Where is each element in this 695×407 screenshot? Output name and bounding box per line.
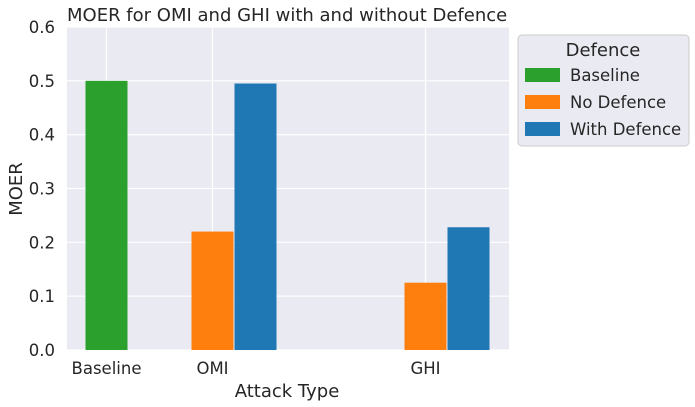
x-tick-label: GHI <box>410 359 440 378</box>
x-tick-label: OMI <box>196 359 228 378</box>
x-tick-label: Baseline <box>72 359 142 378</box>
y-tick-label: 0.4 <box>29 126 55 145</box>
x-axis-ticks: Baseline OMI GHI <box>72 359 441 378</box>
legend-item-label: No Defence <box>570 93 666 112</box>
legend-swatch <box>525 95 560 109</box>
y-axis-ticks: 0.0 0.1 0.2 0.3 0.4 0.5 0.6 <box>29 18 55 360</box>
legend-item-label: Baseline <box>570 66 640 85</box>
x-axis-label: Attack Type <box>235 381 340 402</box>
legend: Defence Baseline No Defence With Defence <box>517 34 690 147</box>
bar-with-defence-omi <box>234 83 277 351</box>
bar-no-defence-omi <box>191 231 234 350</box>
bar-baseline-baseline <box>85 80 128 350</box>
y-tick-label: 0.5 <box>29 72 55 91</box>
legend-items: Baseline No Defence With Defence <box>525 66 681 139</box>
chart-title: MOER for OMI and GHI with and without De… <box>67 5 507 26</box>
y-tick-label: 0.6 <box>29 18 55 37</box>
legend-box <box>517 34 690 147</box>
y-tick-label: 0.2 <box>29 233 55 252</box>
y-axis-label: MOER <box>6 162 27 216</box>
bar-with-defence-ghi <box>447 227 490 350</box>
legend-title: Defence <box>566 40 641 61</box>
y-tick-label: 0.0 <box>29 341 55 360</box>
bars <box>85 80 490 351</box>
legend-swatch <box>525 68 560 82</box>
legend-item-label: With Defence <box>570 120 681 139</box>
y-tick-label: 0.1 <box>29 287 55 306</box>
bar-no-defence-ghi <box>404 282 447 350</box>
legend-swatch <box>525 122 560 136</box>
y-tick-label: 0.3 <box>29 180 55 199</box>
